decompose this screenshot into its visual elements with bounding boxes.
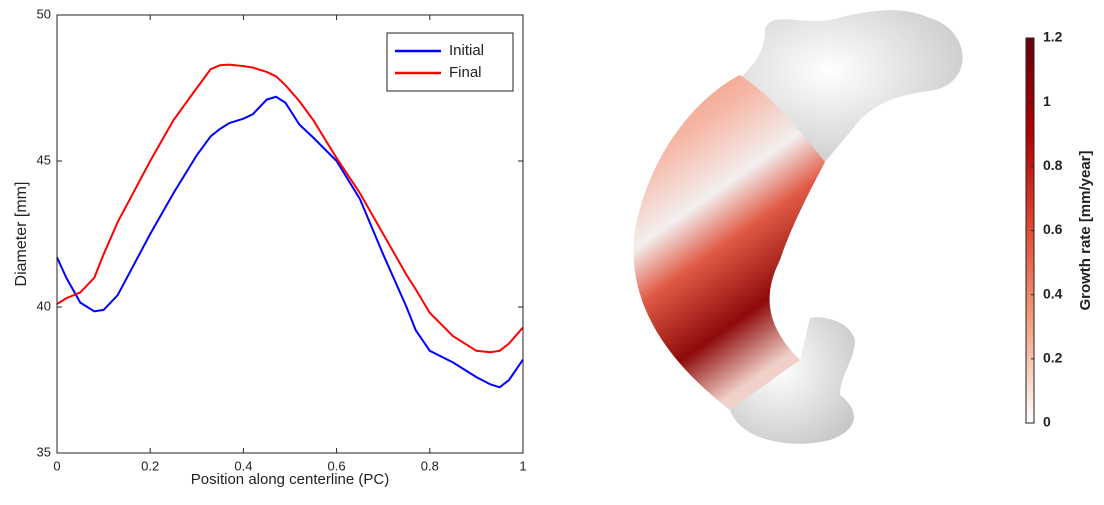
legend-label: Final [449,64,482,81]
colorbar-tick-label: 0.2 [1043,350,1063,366]
y-tick-label: 40 [37,298,51,313]
colorbar-tick-label: 1 [1043,93,1051,109]
x-tick-label: 1 [519,458,526,473]
colorbar-label: Growth rate [mm/year] [1077,150,1094,310]
legend-box [386,32,514,92]
axes-box [56,14,524,454]
x-tick-label: 0.6 [328,458,346,473]
data-line [56,95,524,389]
x-tick-label: 0.8 [421,458,439,473]
colorbar-tick-label: 1.2 [1043,29,1063,45]
y-axis-label: Diameter [mm] [13,182,30,287]
legend-label: Initial [449,42,484,59]
y-tick-label: 45 [37,152,51,167]
colorbar-tick-label: 0.4 [1043,285,1063,301]
colorbar-tick-label: 0 [1043,414,1051,430]
x-tick-label: 0.2 [141,458,159,473]
y-tick-label: 35 [37,444,51,459]
colorbar-tick-label: 0.8 [1043,157,1063,173]
colorbar-tick-label: 0.6 [1043,221,1063,237]
x-tick-label: 0 [53,458,60,473]
y-tick-label: 50 [37,6,51,21]
x-axis-label: Position along centerline (PC) [191,471,389,488]
colorbar: 0 0.2 0.4 0.6 0.8 1 1.2 Growth rate [mm/year] [1025,29,1094,430]
aorta-render [633,10,963,444]
data-line [56,63,524,354]
x-tick-label: 0.4 [234,458,252,473]
